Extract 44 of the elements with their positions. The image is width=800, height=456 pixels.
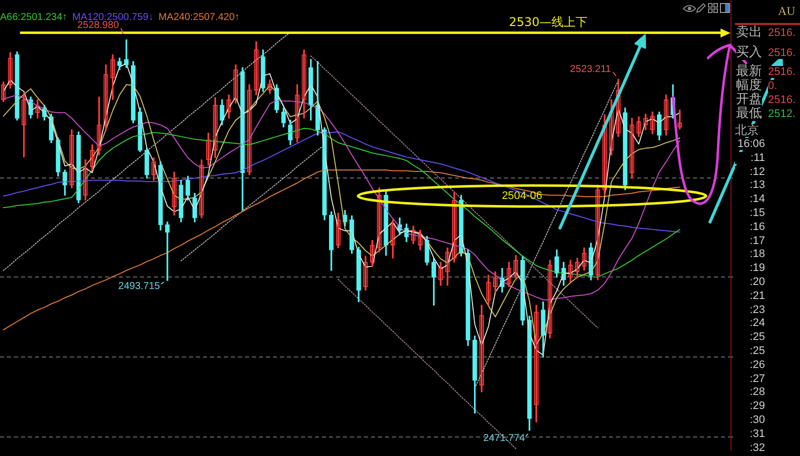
text: :21 [735,290,765,302]
annotation: 2471.774 [483,432,526,444]
text: :31 [735,428,765,440]
text: :17 [735,234,765,247]
annotation: 2528.980 [77,20,120,31]
text: :32 [735,442,765,454]
text: :18 [735,248,765,260]
text: :20 [735,276,765,288]
text: 0. [768,80,778,92]
text: 2516. [768,47,796,60]
text: :16 [735,220,765,233]
annotation: 2523.211 [570,64,612,75]
text: :27 [735,372,765,385]
text: 16:06 [735,138,765,150]
text: 幅度 [736,78,762,94]
text: :12 [735,166,765,178]
text: :24 [735,317,765,330]
text: :11 [735,152,765,164]
text: 买入 [736,45,762,60]
text: :25 [735,331,765,344]
text: :26 [735,358,765,371]
text: :29 [735,400,765,412]
text: :13 [735,179,765,192]
text: 2512. [768,108,796,120]
text: 2516. [768,27,796,40]
text: A66:2501.234↑ [0,12,68,23]
text: :28 [735,386,765,398]
text: 2516. [768,94,796,106]
text: MA240:2507.420↑ [158,12,240,23]
text: 最新 [736,64,762,80]
text: :15 [735,207,765,220]
text: :30 [735,414,765,426]
annotation: 2493.715 [118,280,160,292]
text: AU [778,4,796,18]
ref-line-label: 2530—线上下 [508,14,588,29]
text: 开盘 [736,92,762,108]
text: :19 [735,262,765,274]
text: 卖出 [736,25,762,40]
text: :25 [735,345,765,358]
text: :23 [735,304,765,316]
text: 北京 [735,123,759,138]
text: 最低 [736,106,762,122]
text: 2516. [768,66,796,78]
text: :14 [735,193,765,206]
